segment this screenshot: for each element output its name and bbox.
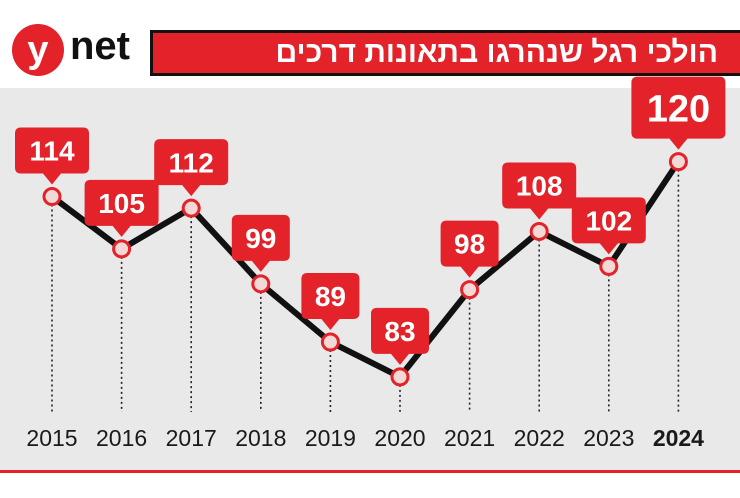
x-tick-label-2022: 2022 (514, 425, 565, 451)
data-point-2021 (460, 280, 480, 300)
plot-area (0, 88, 740, 470)
value-callout-2017 (154, 139, 229, 197)
data-point-2018 (251, 274, 271, 294)
data-label-2022: 108 (516, 171, 563, 202)
x-tick-label-2018: 2018 (235, 425, 286, 451)
value-callout-2023 (571, 197, 646, 255)
x-tick-label-2024: 2024 (653, 425, 704, 451)
data-label-2021: 98 (454, 229, 485, 260)
value-callout-2022 (502, 162, 577, 220)
x-tick-label-2016: 2016 (96, 425, 147, 451)
value-callout-2021 (440, 220, 499, 278)
title-banner: הולכי רגל שנהרגו בתאונות דרכים (150, 30, 740, 76)
data-point-2023 (599, 256, 619, 276)
data-point-2024 (668, 152, 688, 172)
x-tick-label-2015: 2015 (26, 425, 77, 451)
data-point-2020 (390, 367, 410, 387)
x-tick-label-2023: 2023 (583, 425, 634, 451)
x-tick-label-2017: 2017 (166, 425, 217, 451)
x-tick-label-2020: 2020 (374, 425, 425, 451)
value-callout-2020 (371, 307, 429, 365)
ynet-logo-text: net (70, 24, 130, 68)
logo-letter: y (27, 29, 49, 71)
data-label-2023: 102 (585, 205, 632, 236)
data-point-2019 (320, 332, 340, 352)
data-label-2019: 89 (315, 281, 346, 312)
data-label-2020: 83 (384, 316, 415, 347)
value-callout-2024 (631, 76, 726, 150)
data-point-2015 (42, 187, 62, 207)
data-label-2024: 120 (647, 88, 710, 130)
ynet-logo-mark: y (12, 24, 64, 76)
data-label-2018: 99 (245, 223, 276, 254)
data-label-2017: 112 (169, 147, 214, 178)
data-point-2016 (112, 239, 132, 259)
value-callout-2019 (301, 273, 360, 330)
value-callout-2015 (15, 127, 89, 185)
bottom-rule (0, 470, 740, 473)
value-callout-2016 (84, 179, 159, 237)
x-tick-label-2019: 2019 (305, 425, 356, 451)
chart-title: הולכי רגל שנהרגו בתאונות דרכים (275, 36, 718, 69)
data-label-2016: 105 (98, 188, 145, 219)
data-point-2022 (529, 221, 549, 241)
value-callout-2018 (231, 214, 290, 272)
data-label-2015: 114 (29, 136, 75, 167)
series-line (49, 158, 682, 380)
data-point-2017 (181, 198, 201, 218)
chart-header: y net הולכי רגל שנהרגו בתאונות דרכים (0, 0, 740, 88)
x-tick-label-2021: 2021 (444, 425, 495, 451)
